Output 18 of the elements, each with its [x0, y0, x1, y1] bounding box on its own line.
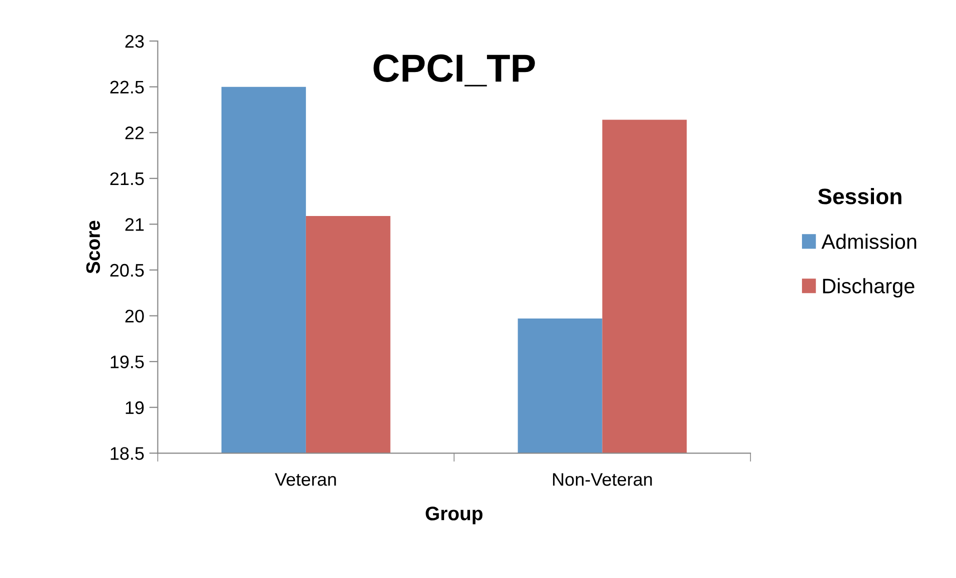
y-tick-label: 19 [126, 401, 144, 414]
y-tick-label: 18.5 [110, 447, 144, 460]
legend-label: Admission [821, 234, 916, 249]
legend-label: Discharge [823, 278, 914, 298]
x-axis-title: Group [426, 506, 482, 524]
y-tick-label: 20.5 [110, 264, 144, 277]
y-tick-label: 22.5 [110, 80, 144, 94]
x-tick-label: Veteran [274, 473, 336, 486]
chart-title: CPCI_TP [374, 54, 535, 86]
y-tick-label: 20 [125, 310, 144, 322]
x-tick-label: Non-Veteran [553, 473, 652, 486]
legend-title: Session [818, 188, 902, 204]
y-tick-label: 19.5 [110, 356, 144, 368]
y-tick-label: 21.5 [110, 172, 144, 186]
y-tick-label: 23 [125, 34, 144, 48]
y-axis-title: Score [86, 220, 100, 274]
y-tick-label: 22 [125, 126, 144, 140]
y-tick-label: 21 [125, 218, 144, 231]
